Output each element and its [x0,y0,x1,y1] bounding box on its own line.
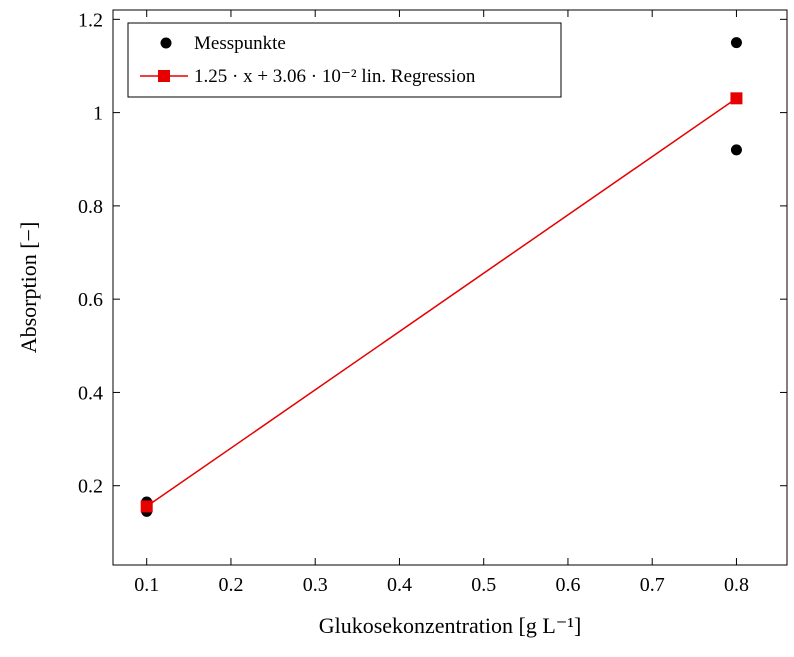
y-tick-label: 1.2 [78,9,103,31]
x-tick-label: 0.7 [640,574,665,596]
legend-square-marker [158,70,170,82]
y-tick-label: 0.6 [78,289,103,311]
data-point [730,144,742,156]
x-tick-label: 0.8 [724,574,749,596]
legend-entry-label: 1.25 · x + 3.06 · 10⁻² lin. Regression [194,66,476,87]
legend-entry-label: Messpunkte [194,33,286,54]
x-tick-label: 0.5 [471,574,496,596]
data-point [730,37,742,49]
x-tick-label: 0.1 [134,574,159,596]
x-tick-label: 0.3 [303,574,328,596]
regression-marker [140,500,153,513]
legend-box [127,22,562,98]
y-tick-label: 0.8 [78,196,103,218]
y-tick-label: 0.4 [78,382,103,404]
y-tick-label: 0.2 [78,476,103,498]
x-tick-label: 0.4 [387,574,412,596]
regression-line [146,97,737,508]
plot-border [112,9,788,566]
x-axis-label: Glukosekonzentration [g L⁻¹] [319,613,582,638]
legend-circle-marker [160,37,172,49]
y-tick-label: 1 [93,103,103,125]
x-tick-label: 0.6 [555,574,580,596]
x-tick-label: 0.2 [218,574,243,596]
regression-marker [730,92,743,105]
y-axis-label: Absorption [−] [16,222,41,354]
